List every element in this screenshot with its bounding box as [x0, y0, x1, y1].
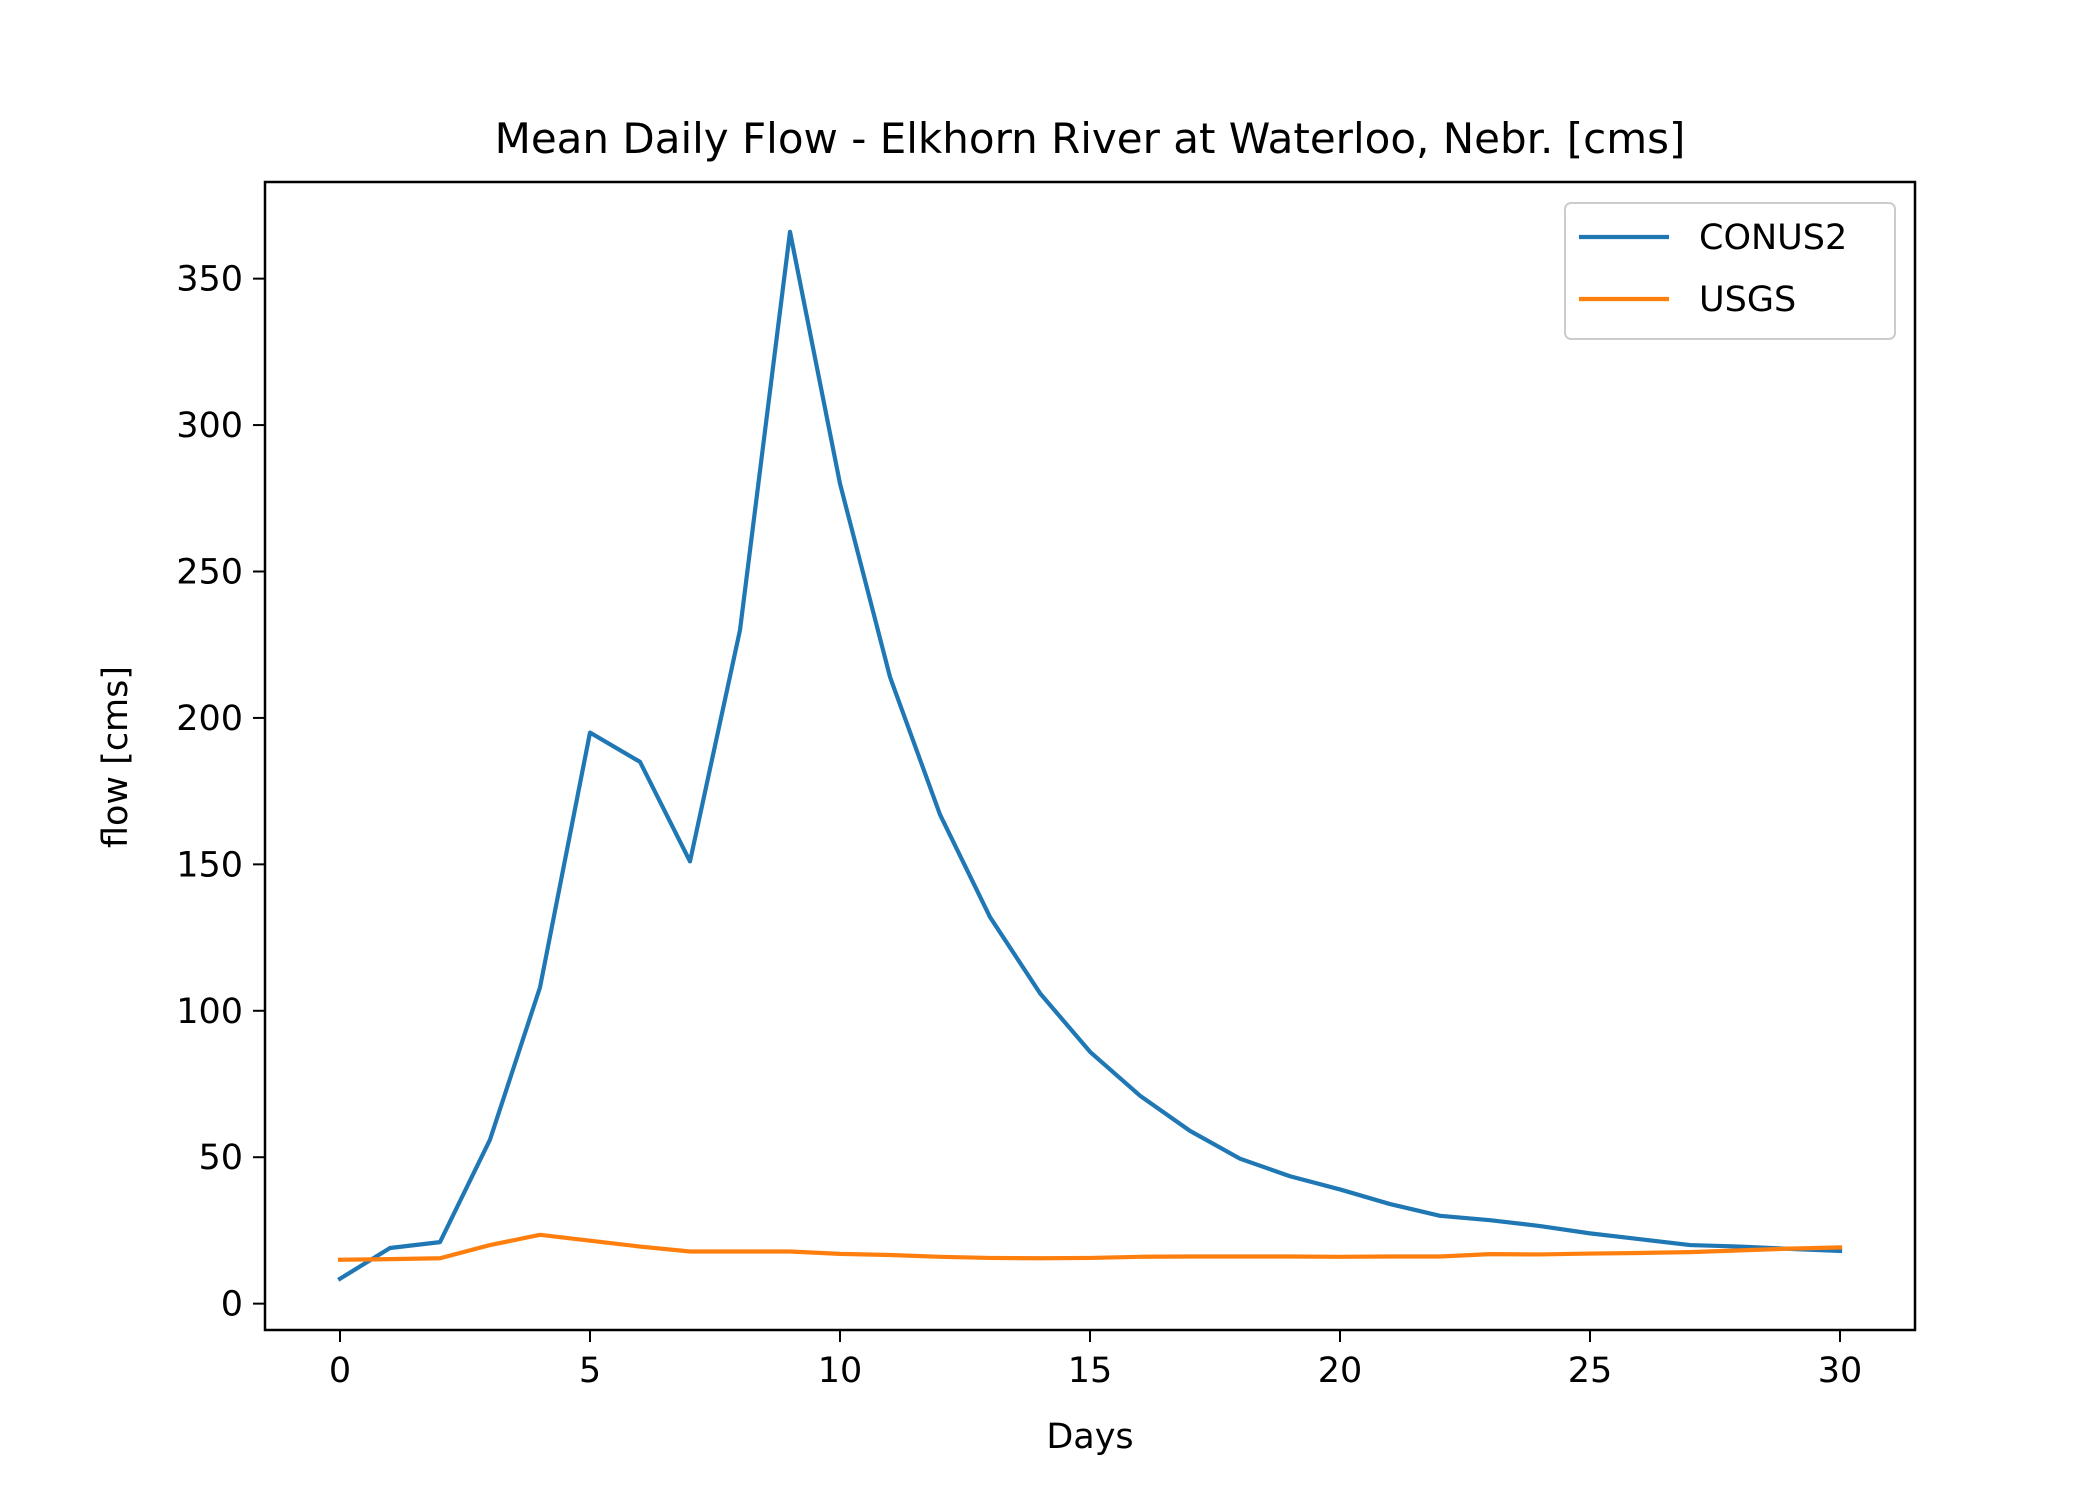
y-tick-label: 250 — [176, 553, 243, 593]
y-axis-label: flow [cms] — [96, 666, 136, 848]
y-tick-label: 200 — [176, 699, 243, 739]
y-tick-label: 150 — [176, 845, 243, 885]
x-tick-label: 25 — [1568, 1351, 1613, 1391]
series-line-conus2 — [337, 229, 1843, 1282]
x-axis: 0 5 10 15 20 25 30 — [329, 1330, 1862, 1391]
y-axis: 0 50 100 150 200 250 300 350 — [176, 260, 265, 1325]
series-line-usgs — [337, 1232, 1843, 1262]
x-tick-label: 5 — [579, 1351, 601, 1391]
x-tick-label: 20 — [1318, 1351, 1363, 1391]
legend-label: CONUS2 — [1699, 218, 1847, 258]
x-tick-label: 15 — [1068, 1351, 1113, 1391]
plot-layer — [337, 229, 1843, 1282]
y-tick-label: 100 — [176, 992, 243, 1032]
y-tick-label: 0 — [221, 1285, 243, 1325]
x-axis-label: Days — [1046, 1417, 1133, 1457]
y-tick-label: 350 — [176, 260, 243, 300]
chart-title: Mean Daily Flow - Elkhorn River at Water… — [495, 114, 1686, 163]
y-tick-label: 300 — [176, 406, 243, 446]
y-tick-label: 50 — [198, 1138, 243, 1178]
x-tick-label: 0 — [329, 1351, 351, 1391]
legend: CONUS2 USGS — [1564, 202, 1896, 340]
x-tick-label: 30 — [1818, 1351, 1863, 1391]
x-tick-label: 10 — [818, 1351, 863, 1391]
legend-label: USGS — [1699, 280, 1796, 320]
